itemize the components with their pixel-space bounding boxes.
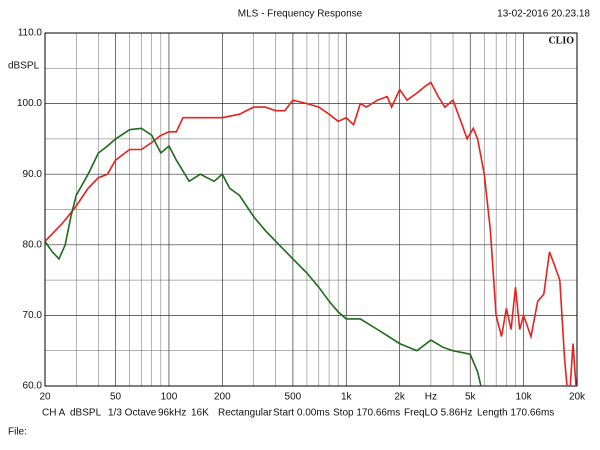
footer-item: dBSPL bbox=[70, 408, 102, 419]
series-line bbox=[45, 127, 482, 386]
x-tick-label: 200 bbox=[214, 392, 231, 403]
timestamp: 13-02-2016 20.23.18 bbox=[497, 9, 590, 20]
footer-item: FreqLO 5.86Hz bbox=[404, 408, 472, 419]
y-tick-label: 110.0 bbox=[18, 28, 43, 39]
x-tick-label: 20 bbox=[39, 392, 51, 403]
x-tick-label: 100 bbox=[161, 392, 178, 403]
y-tick-label: 60.0 bbox=[23, 381, 43, 392]
x-tick-label: 1k bbox=[341, 392, 353, 403]
y-axis-label: dBSPL bbox=[8, 61, 40, 72]
footer-item: 96kHz bbox=[158, 408, 186, 419]
series-line bbox=[45, 81, 577, 386]
footer-item: Stop 170.66ms bbox=[333, 408, 400, 419]
footer-item: 16K bbox=[191, 408, 209, 419]
x-axis-label: Hz bbox=[425, 392, 437, 403]
footer-item: Length 170.66ms bbox=[477, 408, 554, 419]
x-tick-label: 2k bbox=[394, 392, 406, 403]
brand: CLIO bbox=[548, 35, 574, 46]
x-tick-label: 10k bbox=[516, 392, 533, 403]
y-tick-label: 70.0 bbox=[23, 310, 43, 321]
plot-area bbox=[45, 81, 577, 386]
plot-frame bbox=[44, 32, 578, 387]
x-tick-label: 50 bbox=[110, 392, 122, 403]
file-label: File: bbox=[8, 427, 27, 438]
footer-item: Rectangular bbox=[218, 408, 273, 419]
footer-item: Start 0.00ms bbox=[273, 408, 330, 419]
y-tick-label: 90.0 bbox=[23, 169, 43, 180]
chart-title: MLS - Frequency Response bbox=[238, 9, 363, 20]
x-tick-label: 20k bbox=[569, 392, 586, 403]
footer-item: CH A bbox=[42, 408, 66, 419]
footer-item: 1/3 Octave bbox=[108, 408, 157, 419]
x-tick-label: 5k bbox=[465, 392, 477, 403]
x-tick-label: 500 bbox=[285, 392, 302, 403]
y-tick-label: 100.0 bbox=[17, 98, 42, 109]
y-tick-label: 80.0 bbox=[23, 239, 43, 250]
